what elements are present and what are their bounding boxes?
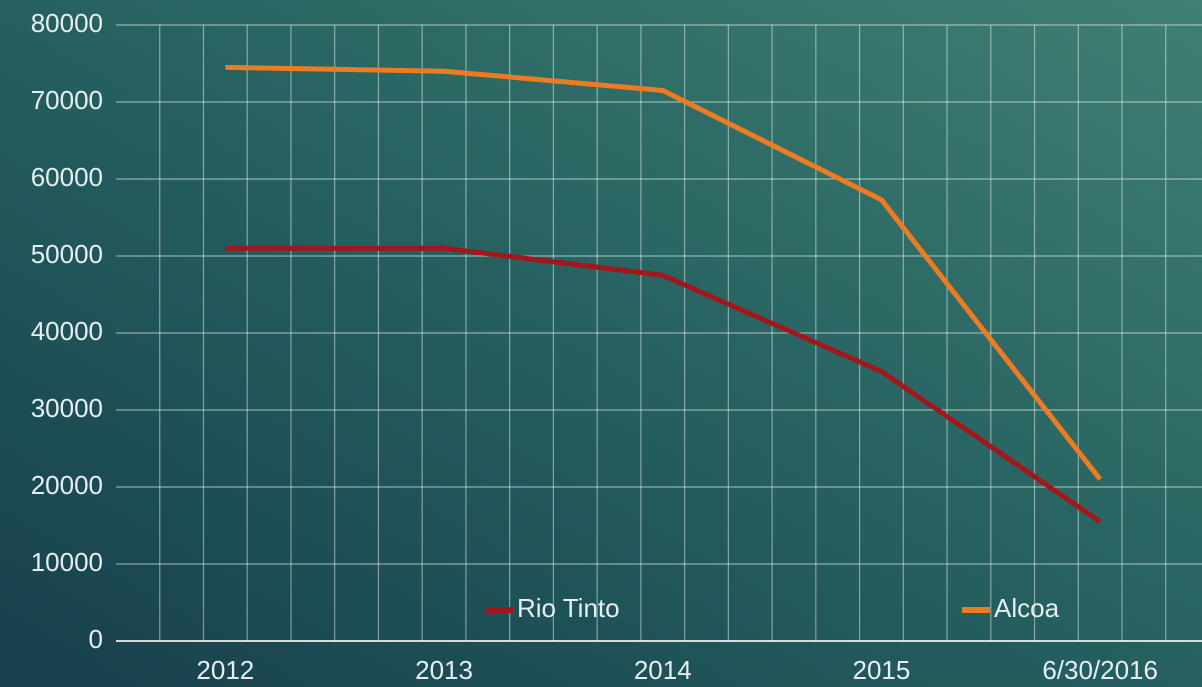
y-tick-label: 60000 <box>31 162 103 192</box>
x-tick-label: 2012 <box>196 655 254 685</box>
y-tick-label: 0 <box>89 624 103 654</box>
x-tick-label: 2013 <box>415 655 473 685</box>
x-tick-label: 2014 <box>634 655 692 685</box>
y-tick-label: 20000 <box>31 470 103 500</box>
y-tick-label: 10000 <box>31 547 103 577</box>
y-tick-label: 70000 <box>31 85 103 115</box>
y-tick-label: 50000 <box>31 239 103 269</box>
y-tick-label: 80000 <box>31 8 103 38</box>
y-tick-label: 30000 <box>31 393 103 423</box>
x-tick-label: 6/30/2016 <box>1042 655 1158 685</box>
x-tick-label: 2015 <box>853 655 911 685</box>
y-tick-label: 40000 <box>31 316 103 346</box>
legend-label: Alcoa <box>994 593 1060 623</box>
series-line <box>225 64 1103 481</box>
series-line <box>225 245 1102 524</box>
legend-label: Rio Tinto <box>517 593 620 623</box>
